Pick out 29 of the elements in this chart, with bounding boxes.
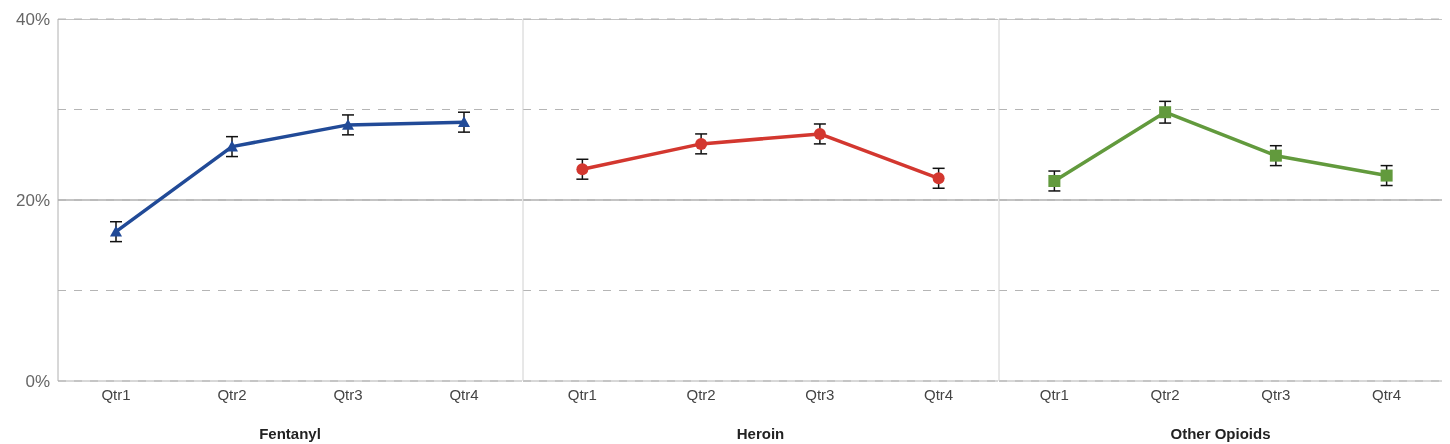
point [342,118,354,130]
point [1159,106,1172,119]
x-tick-label: Qtr2 [686,385,716,403]
point [458,116,470,127]
x-tick-label: Qtr3 [805,385,835,403]
x-tick-label: Qtr3 [1261,385,1291,403]
x-axis-title: Heroin [736,425,785,442]
point [1269,149,1282,162]
x-tick-label: Qtr3 [333,385,363,403]
x-tick-label: Qtr2 [217,385,247,403]
point [1048,175,1061,187]
x-tick-label: Qtr1 [567,385,597,403]
x-tick-label: Qtr1 [1039,385,1069,403]
x-tick-label: Qtr4 [924,385,954,403]
point [1380,169,1393,182]
x-tick-label: Qtr1 [101,385,131,403]
y-tick-label: 0% [25,372,50,392]
y-tick-label: 20% [15,191,50,211]
x-axis-title: Other Opioids [1170,425,1271,442]
y-tick-label: 40% [15,10,50,30]
x-axis-title: Fentanyl [259,425,321,442]
point [695,137,708,150]
point [576,163,589,176]
x-tick-label: Qtr4 [1372,385,1402,403]
point [813,127,826,140]
point [932,172,945,185]
x-tick-label: Qtr2 [1150,385,1180,403]
x-tick-label: Qtr4 [449,385,479,403]
point [226,140,238,152]
